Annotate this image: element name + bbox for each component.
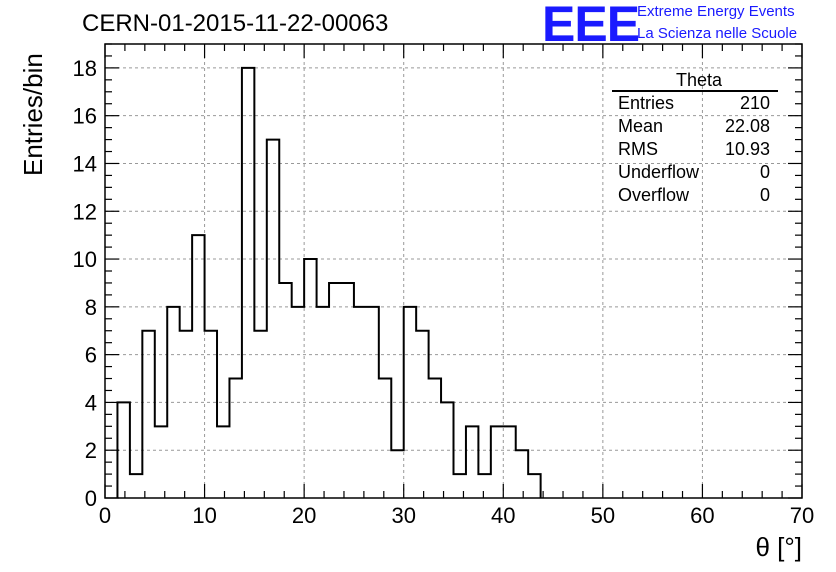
- histogram-bin: [341, 283, 353, 498]
- y-tick-label: 0: [85, 486, 97, 511]
- stats-row-entries: Entries 210: [612, 92, 778, 115]
- stats-value: 210: [739, 93, 770, 113]
- x-tick-label: 60: [690, 503, 714, 528]
- x-tick-label: 50: [591, 503, 615, 528]
- x-tick-label: 40: [491, 503, 515, 528]
- y-tick-label: 4: [85, 390, 97, 415]
- stats-row-rms: RMS 10.93: [612, 138, 778, 161]
- stats-value: 10.93: [724, 139, 770, 159]
- chart-title: CERN-01-2015-11-22-00063: [82, 10, 389, 37]
- x-tick-label: 0: [99, 503, 111, 528]
- histogram-bin: [155, 426, 167, 498]
- stats-value: 0: [759, 162, 770, 182]
- histogram-bin: [528, 474, 540, 498]
- y-tick-label: 14: [73, 151, 97, 176]
- histogram-bin: [279, 283, 291, 498]
- stats-title: Theta: [612, 70, 778, 92]
- histogram-outline: [116, 66, 542, 498]
- y-axis-label: Entries/bin: [18, 53, 48, 176]
- y-tick-label: 8: [85, 295, 97, 320]
- histogram-bin: [466, 426, 478, 498]
- histogram-bin: [416, 331, 428, 498]
- y-tick-label: 6: [85, 343, 97, 368]
- histogram-bin: [192, 235, 204, 498]
- x-tick-label: 20: [292, 503, 316, 528]
- y-tick-label: 18: [73, 56, 97, 81]
- histogram-bin: [142, 331, 154, 498]
- stats-label: Mean: [618, 116, 664, 136]
- stats-row-overflow: Overflow 0: [612, 184, 778, 207]
- histogram-bin: [391, 450, 403, 498]
- y-tick-label: 16: [73, 104, 97, 129]
- x-tick-label: 30: [391, 503, 415, 528]
- histogram-bin: [217, 426, 229, 498]
- x-tick-label: 10: [192, 503, 216, 528]
- histogram-bin: [503, 426, 515, 498]
- histogram-bin: [205, 331, 217, 498]
- stats-label: Entries: [618, 93, 675, 113]
- histogram-bin: [254, 331, 266, 498]
- histogram-bin: [379, 379, 391, 498]
- y-tick-label: 2: [85, 438, 97, 463]
- histogram-bin: [229, 379, 241, 498]
- histogram-bin: [454, 474, 466, 498]
- histogram-bin: [130, 474, 142, 498]
- stats-value: 22.08: [724, 116, 770, 136]
- stats-value: 0: [759, 185, 770, 205]
- histogram-bin: [304, 259, 316, 498]
- stats-row-mean: Mean 22.08: [612, 115, 778, 138]
- histogram-bin: [329, 283, 341, 498]
- eee-logo: EEE: [542, 0, 640, 52]
- y-tick-label: 10: [73, 247, 97, 272]
- x-tick-label: 70: [790, 503, 814, 528]
- x-axis-label: θ [°]: [755, 532, 802, 562]
- stats-label: RMS: [618, 139, 658, 159]
- histogram-bin: [429, 379, 441, 498]
- histogram-bin: [267, 140, 279, 498]
- histogram-bin: [491, 426, 503, 498]
- stats-label: Underflow: [618, 162, 700, 182]
- histogram-bin: [242, 68, 254, 498]
- histogram-bin: [516, 450, 528, 498]
- histogram-bin: [478, 474, 490, 498]
- histogram-bin: [180, 331, 192, 498]
- stats-box: Theta Entries 210 Mean 22.08 RMS 10.93 Unde…: [612, 70, 778, 207]
- y-tick-label: 12: [73, 199, 97, 224]
- logo-text-line1: Extreme Energy Events: [637, 3, 795, 20]
- stats-label: Overflow: [618, 185, 690, 205]
- logo-text-line2: La Scienza nelle Scuole: [637, 25, 798, 42]
- stats-row-underflow: Underflow 0: [612, 161, 778, 184]
